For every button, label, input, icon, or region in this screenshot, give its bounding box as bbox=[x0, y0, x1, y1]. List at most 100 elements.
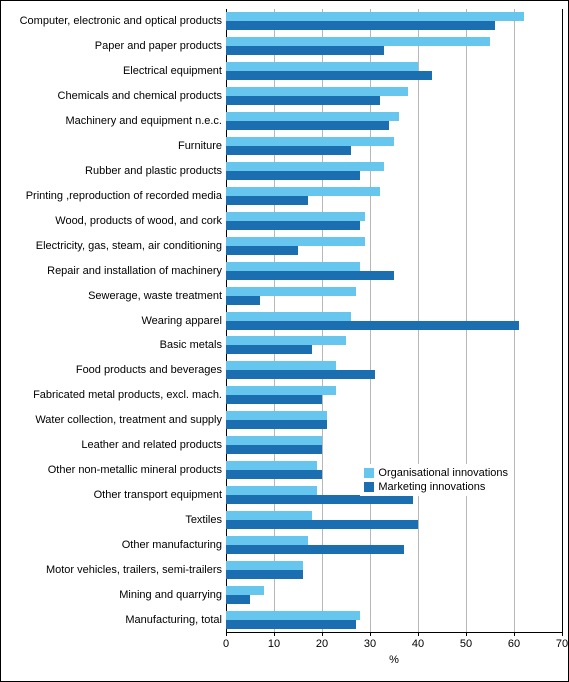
bar-organisational bbox=[226, 287, 356, 296]
bar-marketing bbox=[226, 395, 322, 404]
bar-organisational bbox=[226, 336, 346, 345]
bar-organisational bbox=[226, 312, 351, 321]
bar-organisational bbox=[226, 162, 384, 171]
category-label: Rubber and plastic products bbox=[85, 165, 226, 177]
chart-container: 0 10 20 30 40 50 60 70% Computer, electronic and… bbox=[0, 0, 569, 682]
bar-organisational bbox=[226, 461, 317, 470]
x-tick-label: 20 bbox=[316, 638, 328, 650]
bar-marketing bbox=[226, 321, 519, 330]
category-label: Repair and installation of machinery bbox=[47, 265, 226, 277]
category-label: Water collection, treatment and supply bbox=[35, 414, 226, 426]
x-tick-label: 70 bbox=[556, 638, 568, 650]
category-label: Leather and related products bbox=[81, 439, 226, 451]
x-tick-label: 0 bbox=[223, 638, 229, 650]
bar-organisational bbox=[226, 187, 380, 196]
category-label: Textiles bbox=[185, 514, 226, 526]
category-label: Basic metals bbox=[160, 339, 226, 351]
category-label: Wearing apparel bbox=[141, 315, 226, 327]
x-tick bbox=[562, 632, 563, 636]
bar-marketing bbox=[226, 445, 322, 454]
bar-organisational bbox=[226, 237, 365, 246]
legend-label: Organisational innovations bbox=[378, 466, 508, 480]
bar-organisational bbox=[226, 62, 418, 71]
category-label: Fabricated metal products, excl. mach. bbox=[33, 389, 226, 401]
bar-organisational bbox=[226, 411, 327, 420]
bar-marketing bbox=[226, 271, 394, 280]
x-tick bbox=[322, 632, 323, 636]
category-label: Machinery and equipment n.e.c. bbox=[65, 115, 226, 127]
bar-organisational bbox=[226, 12, 524, 21]
bar-marketing bbox=[226, 196, 308, 205]
bar-marketing bbox=[226, 171, 360, 180]
bar-marketing bbox=[226, 71, 432, 80]
bar-organisational bbox=[226, 511, 312, 520]
bar-marketing bbox=[226, 470, 322, 479]
bar-marketing bbox=[226, 121, 389, 130]
bar-organisational bbox=[226, 486, 317, 495]
bar-marketing bbox=[226, 545, 404, 554]
bar-marketing bbox=[226, 620, 356, 629]
bar-marketing bbox=[226, 96, 380, 105]
category-label: Other non-metallic mineral products bbox=[48, 464, 226, 476]
bar-marketing bbox=[226, 370, 375, 379]
x-tick-label: 50 bbox=[460, 638, 472, 650]
category-label: Food products and beverages bbox=[76, 364, 226, 376]
category-label: Motor vehicles, trailers, semi-trailers bbox=[46, 564, 226, 576]
x-axis-label: % bbox=[389, 654, 399, 666]
x-tick bbox=[274, 632, 275, 636]
bar-marketing bbox=[226, 570, 303, 579]
bar-marketing bbox=[226, 246, 298, 255]
bar-organisational bbox=[226, 536, 308, 545]
category-label: Furniture bbox=[178, 140, 226, 152]
category-label: Manufacturing, total bbox=[125, 614, 226, 626]
bar-organisational bbox=[226, 137, 394, 146]
category-label: Wood, products of wood, and cork bbox=[55, 215, 226, 227]
bar-marketing bbox=[226, 495, 413, 504]
bar-marketing bbox=[226, 595, 250, 604]
bar-organisational bbox=[226, 112, 399, 121]
category-label: Electricity, gas, steam, air conditionin… bbox=[36, 240, 226, 252]
x-tick bbox=[226, 632, 227, 636]
x-tick bbox=[514, 632, 515, 636]
bar-organisational bbox=[226, 212, 365, 221]
plot-area: 010203040506070%Computer, electronic and… bbox=[226, 9, 563, 633]
category-label: Printing ,reproduction of recorded media bbox=[26, 190, 226, 202]
category-label: Paper and paper products bbox=[95, 40, 226, 52]
bar-marketing bbox=[226, 46, 384, 55]
bar-marketing bbox=[226, 520, 418, 529]
x-tick-label: 60 bbox=[508, 638, 520, 650]
bar-marketing bbox=[226, 296, 260, 305]
bar-organisational bbox=[226, 87, 408, 96]
bar-organisational bbox=[226, 561, 303, 570]
legend-item: Organisational innovations bbox=[364, 466, 508, 480]
bar-marketing bbox=[226, 146, 351, 155]
legend: Organisational innovationsMarketing inno… bbox=[360, 464, 512, 496]
category-label: Other transport equipment bbox=[94, 489, 226, 501]
bar-marketing bbox=[226, 420, 327, 429]
legend-label: Marketing innovations bbox=[378, 480, 485, 494]
category-label: Electrical equipment bbox=[123, 65, 226, 77]
bar-organisational bbox=[226, 611, 360, 620]
bar-organisational bbox=[226, 436, 322, 445]
category-label: Chemicals and chemical products bbox=[58, 90, 226, 102]
legend-item: Marketing innovations bbox=[364, 480, 508, 494]
x-tick-label: 40 bbox=[412, 638, 424, 650]
bar-organisational bbox=[226, 262, 360, 271]
bar-organisational bbox=[226, 37, 490, 46]
bar-marketing bbox=[226, 21, 495, 30]
x-tick bbox=[418, 632, 419, 636]
category-label: Computer, electronic and optical product… bbox=[20, 15, 226, 27]
bar-organisational bbox=[226, 361, 336, 370]
x-tick-label: 30 bbox=[364, 638, 376, 650]
x-tick bbox=[466, 632, 467, 636]
bar-marketing bbox=[226, 221, 360, 230]
category-label: Mining and quarrying bbox=[119, 589, 226, 601]
bar-organisational bbox=[226, 586, 264, 595]
bar-marketing bbox=[226, 345, 312, 354]
category-label: Other manufacturing bbox=[122, 539, 226, 551]
category-label: Sewerage, waste treatment bbox=[88, 290, 226, 302]
bar-organisational bbox=[226, 386, 336, 395]
x-tick-label: 10 bbox=[268, 638, 280, 650]
legend-swatch bbox=[364, 482, 374, 492]
x-tick bbox=[370, 632, 371, 636]
